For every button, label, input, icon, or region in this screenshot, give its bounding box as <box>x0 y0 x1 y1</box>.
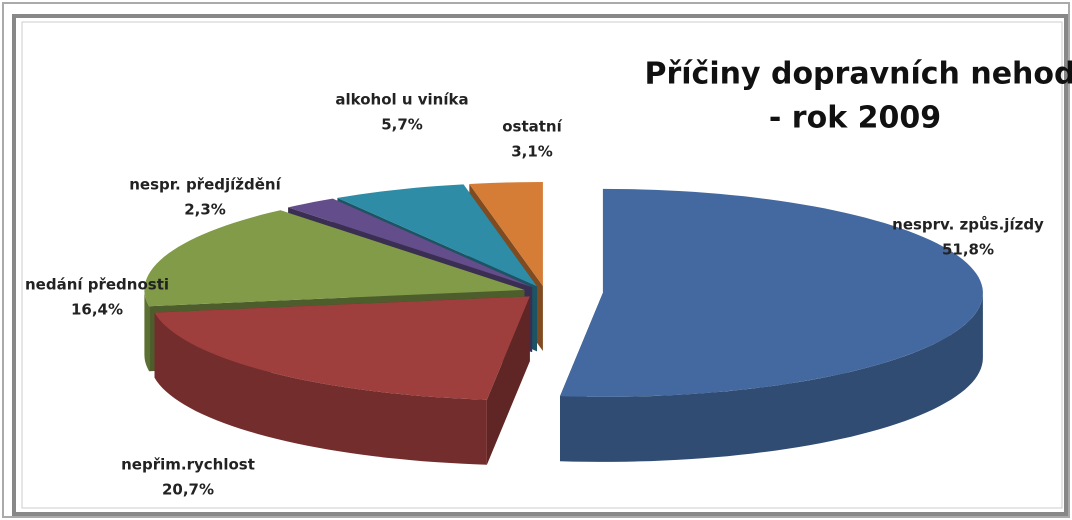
data-label-value: 5,7% <box>381 116 423 134</box>
slice-top <box>337 184 537 287</box>
pie-slice <box>560 188 983 462</box>
slice-top <box>144 210 525 307</box>
slice-top <box>469 182 543 286</box>
slice-wall <box>560 292 983 462</box>
chart-title: - rok 2009 <box>769 101 941 136</box>
data-label-name: ostatní <box>502 118 562 136</box>
data-label-name: nespr. předjíždění <box>129 176 281 194</box>
data-label-value: 16,4% <box>71 301 123 319</box>
data-label-value: 2,3% <box>184 201 226 219</box>
data-label-value: 20,7% <box>162 481 214 499</box>
data-label-name: nedání přednosti <box>25 276 169 294</box>
data-label-name: alkohol u viníka <box>335 91 468 109</box>
data-label-value: 51,8% <box>942 241 994 259</box>
slice-top <box>154 296 530 400</box>
data-label-name: nesprv. způs.jízdy <box>892 216 1044 234</box>
chart-title: Příčiny dopravních nehod <box>644 57 1072 92</box>
slice-top <box>288 198 533 288</box>
slice-top <box>560 188 983 397</box>
slice-wall <box>144 289 150 372</box>
pie-slice <box>154 296 530 465</box>
data-label-name: nepřim.rychlost <box>121 456 255 474</box>
data-label-value: 3,1% <box>511 143 553 161</box>
slice-wall <box>154 312 487 465</box>
